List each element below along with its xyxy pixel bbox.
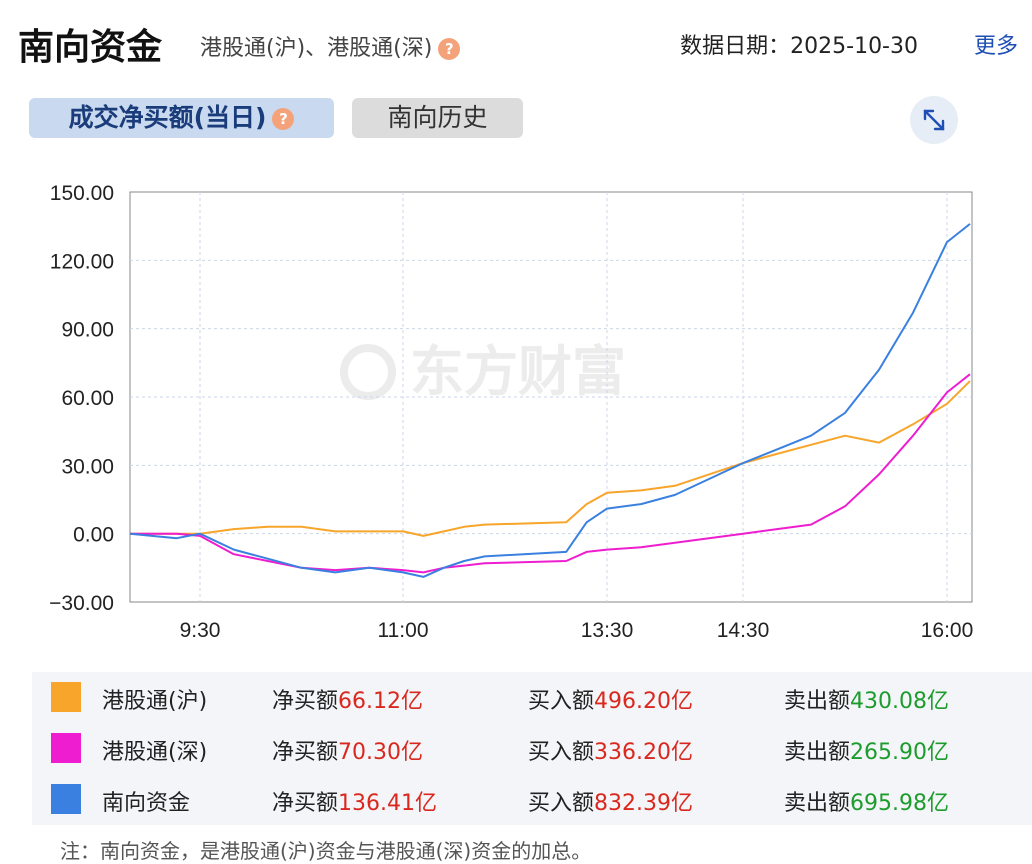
y-tick-label: 120.00 [50,250,114,273]
buy-amount: 买入额496.20亿 [528,689,693,714]
page-subtitle: 港股通(沪)、港股通(深)? [200,30,461,62]
y-tick-label: 0.00 [73,524,114,547]
net-buy: 净买额136.41亿 [272,791,437,816]
y-tick-label: 90.00 [61,319,114,342]
y-tick-label: 30.00 [61,455,114,478]
series-line [130,373,971,574]
net-buy: 净买额66.12亿 [272,689,423,714]
more-link[interactable]: 更多 [973,34,1018,59]
sell-amount: 卖出额695.98亿 [784,791,949,816]
tab-label: 成交净买额(当日) [68,103,267,132]
x-tick-label: 14:30 [717,619,770,642]
legend-table: 港股通(沪) 净买额66.12亿 买入额496.20亿 卖出额430.08亿 港… [32,672,1032,825]
tab-net-buy-today[interactable]: 成交净买额(当日)? [29,98,334,138]
subtitle-text: 港股通(沪)、港股通(深) [200,36,433,61]
legend-swatch [51,682,81,712]
legend-row-south: 南向资金 净买额136.41亿 买入额832.39亿 卖出额695.98亿 [32,774,1032,825]
question-circle-icon[interactable]: ? [438,38,461,60]
net-buy: 净买额70.30亿 [272,740,423,765]
buy-amount: 买入额832.39亿 [528,791,693,816]
legend-row-shen: 港股通(深) 净买额70.30亿 买入额336.20亿 卖出额265.90亿 [32,723,1032,774]
legend-name: 港股通(沪) [102,689,208,714]
legend-swatch [51,733,81,763]
expand-button[interactable] [910,96,958,144]
x-tick-label: 11:00 [378,619,429,642]
x-tick-label: 16:00 [921,619,974,642]
footnote: 注：南向资金，是港股通(沪)资金与港股通(深)资金的加总。 [60,839,592,863]
data-date: 数据日期：2025-10-30 [680,34,918,59]
y-tick-label: −30.00 [49,592,114,615]
expand-arrows-icon [923,109,945,131]
legend-name: 港股通(深) [102,740,208,765]
line-chart: 东方财富 150.00 120.00 90.00 60.00 30.00 0.00 −30.0… [49,182,974,642]
legend-swatch [51,784,81,814]
page-title: 南向资金 [18,27,163,68]
series-line [129,223,971,578]
legend-name: 南向资金 [102,791,191,816]
sell-amount: 卖出额265.90亿 [784,740,949,765]
tab-southbound-history[interactable]: 南向历史 [352,98,523,138]
legend-row-hu: 港股通(沪) 净买额66.12亿 买入额496.20亿 卖出额430.08亿 [32,672,1032,723]
y-tick-label: 60.00 [61,387,114,410]
y-tick-label: 150.00 [50,182,114,205]
x-tick-label: 9:30 [180,619,221,642]
x-tick-label: 13:30 [581,619,634,642]
watermark-text: 东方财富 [410,340,626,403]
sell-amount: 卖出额430.08亿 [784,689,949,714]
question-circle-icon[interactable]: ? [272,108,295,130]
watermark-logo [340,344,396,400]
series-line [130,380,971,537]
buy-amount: 买入额336.20亿 [528,740,693,765]
